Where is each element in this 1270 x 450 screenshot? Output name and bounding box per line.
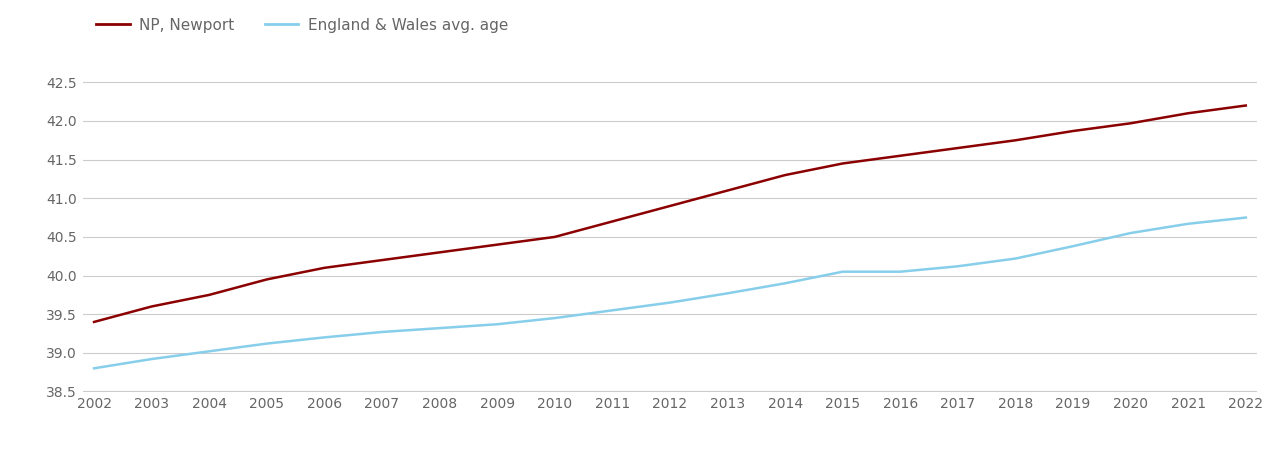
England & Wales avg. age	[605, 308, 620, 313]
Line: England & Wales avg. age: England & Wales avg. age	[94, 218, 1246, 368]
England & Wales avg. age	[836, 269, 851, 274]
England & Wales avg. age	[1008, 256, 1024, 261]
NP, Newport	[144, 304, 159, 309]
England & Wales avg. age	[950, 264, 965, 269]
England & Wales avg. age	[1238, 215, 1253, 220]
England & Wales avg. age	[489, 322, 504, 327]
England & Wales avg. age	[202, 349, 217, 354]
NP, Newport	[893, 153, 908, 158]
NP, Newport	[86, 319, 102, 324]
NP, Newport	[202, 292, 217, 297]
England & Wales avg. age	[1123, 230, 1138, 236]
NP, Newport	[836, 161, 851, 166]
England & Wales avg. age	[662, 300, 677, 305]
England & Wales avg. age	[144, 356, 159, 362]
England & Wales avg. age	[777, 281, 792, 286]
Line: NP, Newport: NP, Newport	[94, 105, 1246, 322]
England & Wales avg. age	[547, 315, 563, 321]
NP, Newport	[1123, 121, 1138, 126]
NP, Newport	[950, 145, 965, 151]
NP, Newport	[259, 277, 274, 282]
NP, Newport	[316, 265, 331, 270]
NP, Newport	[1008, 138, 1024, 143]
NP, Newport	[375, 257, 390, 263]
England & Wales avg. age	[1181, 221, 1196, 226]
NP, Newport	[1066, 128, 1081, 134]
NP, Newport	[720, 188, 735, 193]
England & Wales avg. age	[1066, 243, 1081, 249]
NP, Newport	[1181, 111, 1196, 116]
Legend: NP, Newport, England & Wales avg. age: NP, Newport, England & Wales avg. age	[90, 12, 514, 39]
England & Wales avg. age	[316, 335, 331, 340]
NP, Newport	[547, 234, 563, 239]
NP, Newport	[1238, 103, 1253, 108]
England & Wales avg. age	[259, 341, 274, 346]
NP, Newport	[605, 219, 620, 224]
England & Wales avg. age	[86, 365, 102, 371]
NP, Newport	[489, 242, 504, 248]
NP, Newport	[662, 203, 677, 209]
England & Wales avg. age	[893, 269, 908, 274]
NP, Newport	[432, 250, 447, 255]
NP, Newport	[777, 172, 792, 178]
England & Wales avg. age	[432, 325, 447, 331]
England & Wales avg. age	[720, 291, 735, 296]
England & Wales avg. age	[375, 329, 390, 335]
